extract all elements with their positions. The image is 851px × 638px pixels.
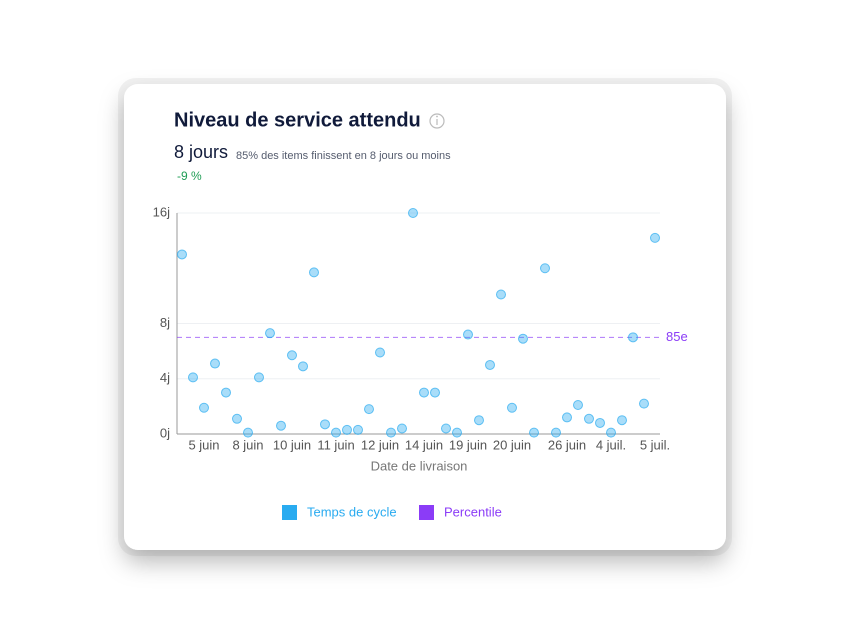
x-tick-label: 20 juin [493, 437, 531, 452]
point [551, 427, 561, 438]
chart-title: Niveau de service attendu [174, 109, 421, 131]
point [463, 329, 473, 340]
point [320, 419, 330, 430]
point [529, 427, 539, 438]
point [617, 415, 627, 426]
point [243, 427, 253, 438]
point [430, 387, 440, 398]
point [474, 415, 484, 426]
point [628, 332, 638, 343]
point [573, 399, 583, 410]
point [386, 427, 396, 438]
point [518, 333, 528, 344]
point [441, 423, 451, 434]
point [595, 417, 605, 428]
point [331, 427, 341, 438]
point [650, 232, 660, 243]
point [342, 424, 352, 435]
point [584, 413, 594, 424]
point [452, 427, 462, 438]
point [408, 208, 418, 218]
point [298, 361, 308, 372]
point [375, 347, 385, 358]
x-tick-label: 4 juil. [596, 437, 626, 452]
x-tick-label: 10 juin [273, 437, 311, 452]
point [210, 358, 220, 369]
x-tick-label: 26 juin [548, 437, 586, 452]
point [639, 398, 649, 409]
x-axis-label: Date de livraison [371, 458, 468, 473]
point [606, 427, 616, 438]
point [364, 404, 374, 415]
point [353, 424, 363, 435]
y-tick-label: 4j [160, 370, 170, 385]
point [177, 249, 187, 260]
legend-label[interactable]: Percentile [444, 504, 502, 519]
x-tick-label: 12 juin [361, 437, 399, 452]
point [507, 402, 517, 413]
change: -9 % [177, 169, 202, 183]
x-tick-label: 11 juin [317, 437, 354, 452]
x-tick-label: 5 juil. [640, 437, 670, 452]
point [287, 350, 297, 361]
point [309, 267, 319, 278]
point [265, 328, 275, 339]
point [254, 372, 264, 383]
y-tick-label: 8j [160, 315, 170, 330]
point [276, 420, 286, 431]
x-tick-label: 19 juin [449, 437, 487, 452]
point [188, 372, 198, 383]
point [540, 263, 550, 274]
point [419, 387, 429, 398]
point [397, 423, 407, 434]
point [221, 387, 231, 398]
legend-swatch[interactable] [282, 505, 297, 520]
point [562, 412, 572, 423]
y-tick-label: 16j [153, 204, 170, 219]
legend-label[interactable]: Temps de cycle [307, 504, 397, 519]
headline: 8 jours [174, 142, 228, 162]
percentile-label: 85e [666, 329, 688, 344]
subtitle: 85% des items finissent en 8 jours ou mo… [236, 150, 451, 162]
point [496, 289, 506, 300]
point [232, 413, 242, 424]
x-tick-label: 8 juin [232, 437, 263, 452]
legend-swatch[interactable] [419, 505, 434, 520]
point [199, 402, 209, 413]
info-icon[interactable] [429, 113, 445, 129]
x-tick-label: 14 juin [405, 437, 443, 452]
y-tick-label: 0j [160, 425, 170, 440]
point [485, 359, 495, 370]
x-tick-label: 5 juin [188, 437, 219, 452]
